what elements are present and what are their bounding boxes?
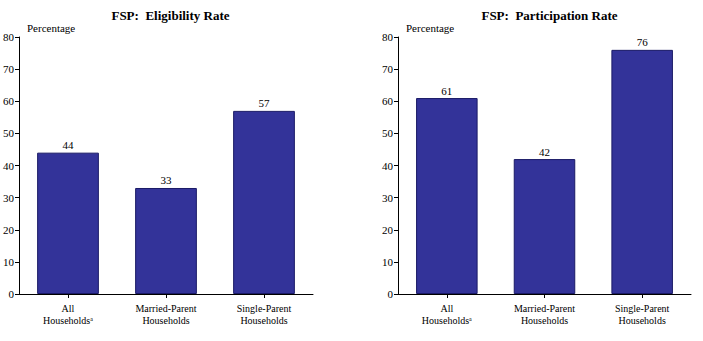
svg-text:40: 40 (3, 160, 15, 172)
svg-text:Households: Households (521, 315, 568, 326)
svg-text:40: 40 (382, 160, 394, 172)
svg-text:Households: Households (240, 315, 287, 326)
svg-text:All: All (440, 303, 453, 314)
svg-text:50: 50 (382, 127, 394, 139)
svg-text:50: 50 (3, 127, 15, 139)
svg-text:70: 70 (382, 63, 394, 75)
svg-text:76: 76 (637, 36, 649, 48)
svg-text:Households: Households (619, 315, 666, 326)
svg-text:Married-Parent: Married-Parent (135, 303, 196, 314)
svg-text:0: 0 (388, 288, 394, 300)
svg-text:Single-Parent: Single-Parent (615, 303, 670, 314)
svg-text:0: 0 (9, 288, 15, 300)
svg-text:44: 44 (63, 139, 75, 151)
svg-text:All: All (62, 303, 75, 314)
svg-text:10: 10 (382, 256, 394, 268)
svg-text:FSP: Eligibility Rate: FSP: Eligibility Rate (111, 8, 229, 23)
svg-text:60: 60 (3, 95, 15, 107)
svg-text:80: 80 (382, 31, 394, 43)
svg-text:Percentage: Percentage (27, 22, 75, 34)
svg-text:60: 60 (382, 95, 394, 107)
svg-text:Householdsᵃ: Householdsᵃ (43, 315, 93, 326)
svg-text:61: 61 (441, 85, 452, 97)
svg-text:57: 57 (259, 97, 271, 109)
svg-text:FSP: Participation Rate: FSP: Participation Rate (481, 8, 617, 23)
svg-text:Households: Households (142, 315, 189, 326)
svg-text:Married-Parent: Married-Parent (514, 303, 575, 314)
svg-text:20: 20 (3, 224, 15, 236)
svg-text:10: 10 (3, 256, 15, 268)
svg-text:33: 33 (161, 174, 173, 186)
svg-text:30: 30 (3, 192, 15, 204)
svg-text:Percentage: Percentage (406, 22, 454, 34)
svg-text:30: 30 (382, 192, 394, 204)
svg-text:Householdsᵃ: Householdsᵃ (422, 315, 472, 326)
svg-text:42: 42 (539, 146, 550, 158)
svg-text:80: 80 (3, 31, 15, 43)
svg-text:20: 20 (382, 224, 394, 236)
svg-text:Single-Parent: Single-Parent (237, 303, 292, 314)
svg-text:70: 70 (3, 63, 15, 75)
